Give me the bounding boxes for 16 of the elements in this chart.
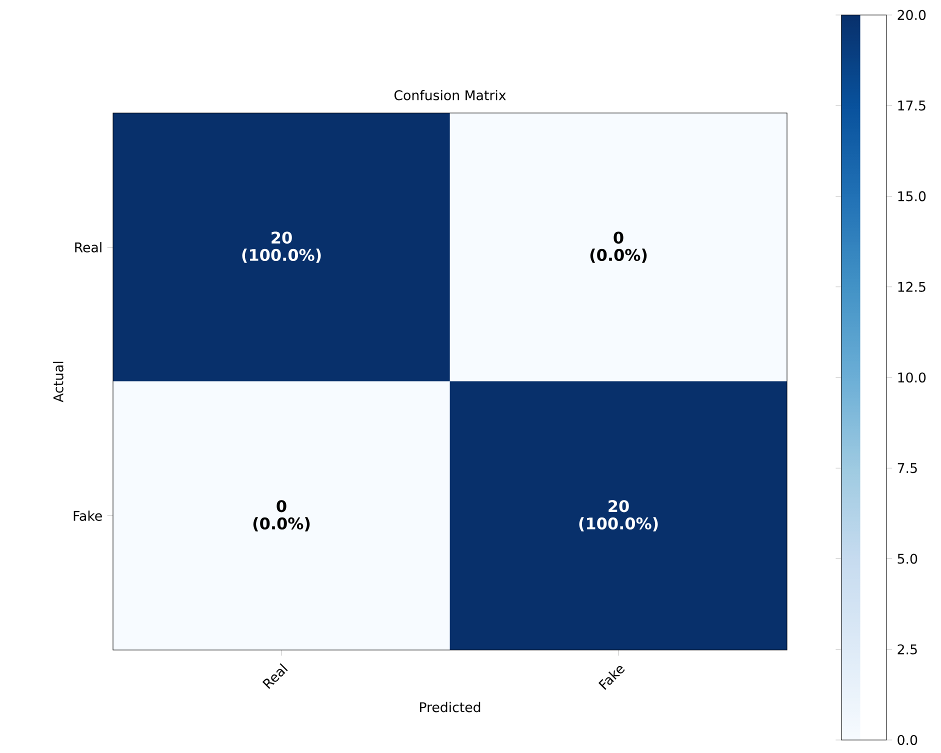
- color-bar-label: 15.0: [898, 191, 926, 202]
- data-label: 0 (0.0%): [590, 232, 647, 263]
- color-bar-label: 5.0: [898, 554, 918, 564]
- color-bar-label: 2.5: [898, 644, 917, 654]
- color-bar-label: 17.5: [898, 100, 926, 111]
- color-bar-label: 12.5: [898, 282, 926, 292]
- color-bar-label: 20.0: [898, 10, 926, 20]
- color-bar-label: 0.0: [898, 734, 918, 746]
- data-label: 0 (0.0%): [253, 500, 310, 532]
- y-axis-title: Actual: [53, 362, 64, 402]
- color-bar-label: 7.5: [898, 463, 917, 474]
- chart-title: Confusion Matrix: [394, 90, 506, 100]
- x-axis-title: Predicted: [420, 702, 480, 712]
- color-bar-label: 10.0: [898, 372, 926, 383]
- data-label: 20 (100.0%): [242, 232, 321, 263]
- data-label: 20 (100.0%): [579, 500, 658, 532]
